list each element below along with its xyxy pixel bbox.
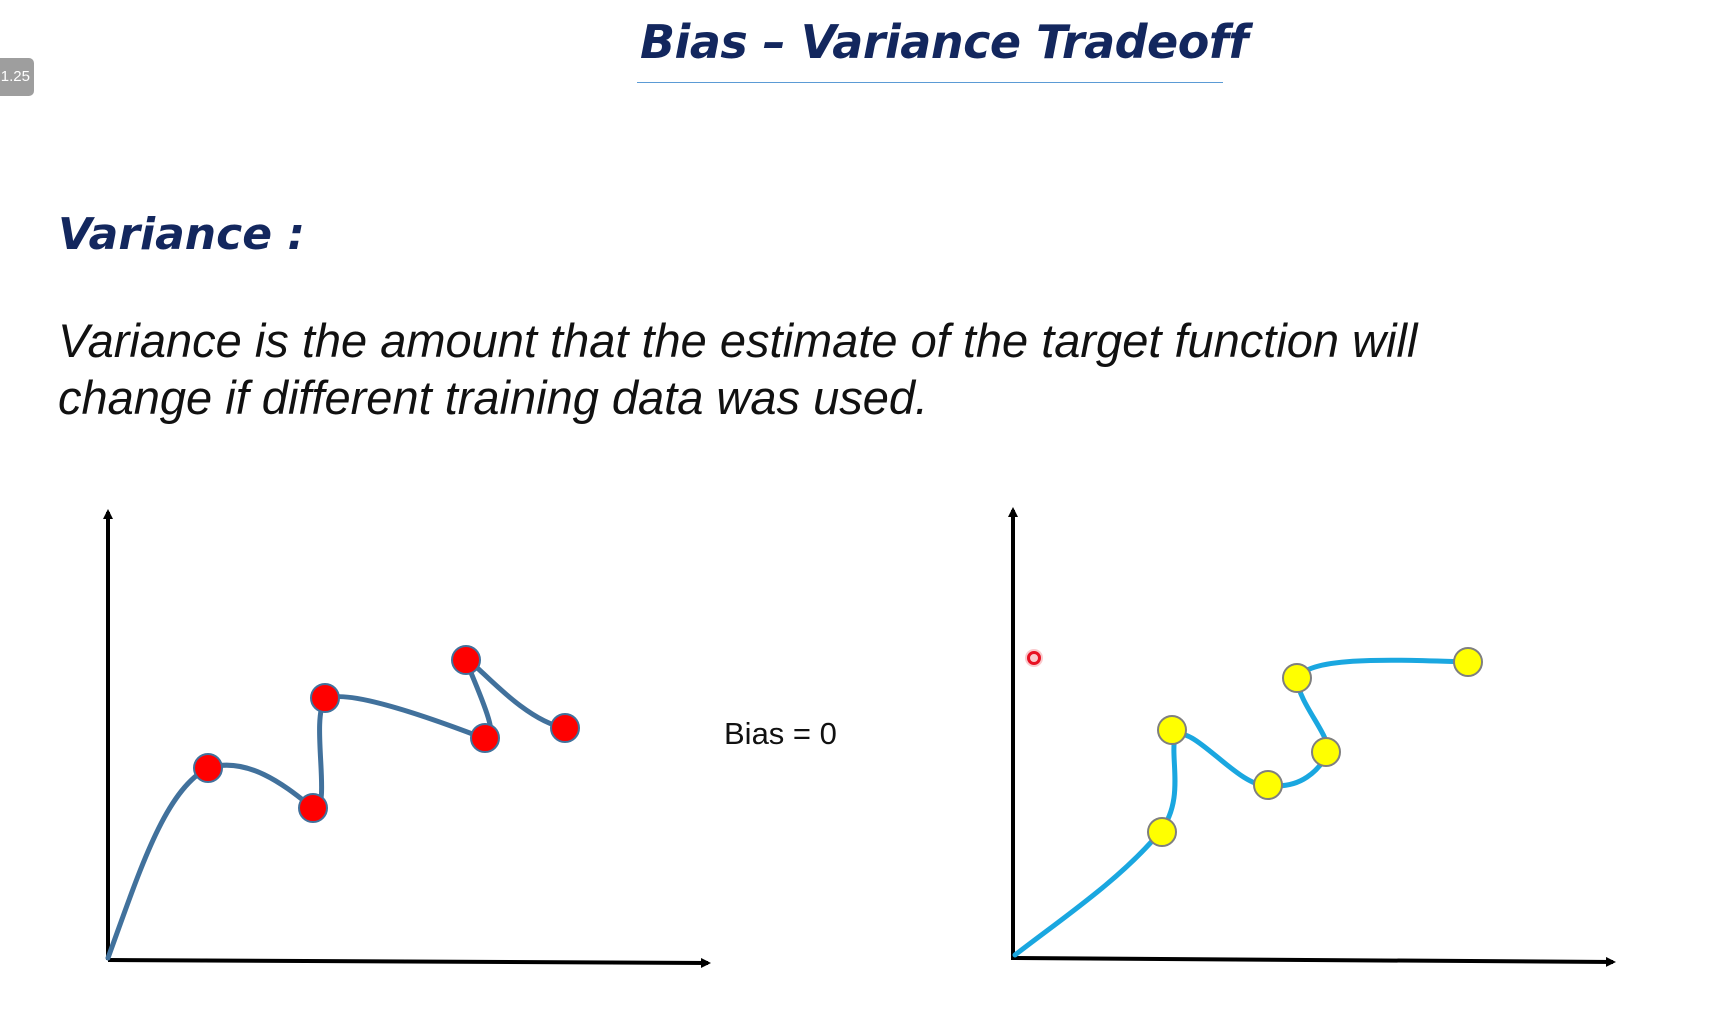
section-heading: Variance :: [58, 209, 305, 260]
right-data-point: [1282, 663, 1312, 693]
right-data-point: [1147, 817, 1177, 847]
left-data-point: [298, 793, 328, 823]
left-data-point: [193, 753, 223, 783]
left-data-point: [310, 683, 340, 713]
bias-label: Bias = 0: [724, 716, 837, 751]
right-data-point: [1311, 737, 1341, 767]
title-underline: [637, 82, 1223, 83]
slide-title: Bias – Variance Tradeoff: [640, 15, 1248, 69]
left-data-point: [550, 713, 580, 743]
left-data-point: [470, 723, 500, 753]
right-data-point: [1253, 770, 1283, 800]
definition-text: Variance is the amount that the estimate…: [58, 312, 1558, 426]
right-data-point: [1453, 647, 1483, 677]
right-data-point: [1157, 715, 1187, 745]
right-x-axis: [1012, 956, 1616, 967]
left-x-axis: [107, 957, 711, 968]
left-data-point: [451, 645, 481, 675]
zoom-level-badge[interactable]: 1.25: [0, 58, 34, 96]
left-plot: [103, 509, 711, 968]
right-plot: [1008, 507, 1616, 967]
right-fit-curve: [1012, 657, 1471, 958]
laser-pointer-cursor: [1025, 649, 1043, 667]
definition-line-2: change if different training data was us…: [58, 371, 929, 424]
definition-line-1: Variance is the amount that the estimate…: [58, 314, 1418, 367]
